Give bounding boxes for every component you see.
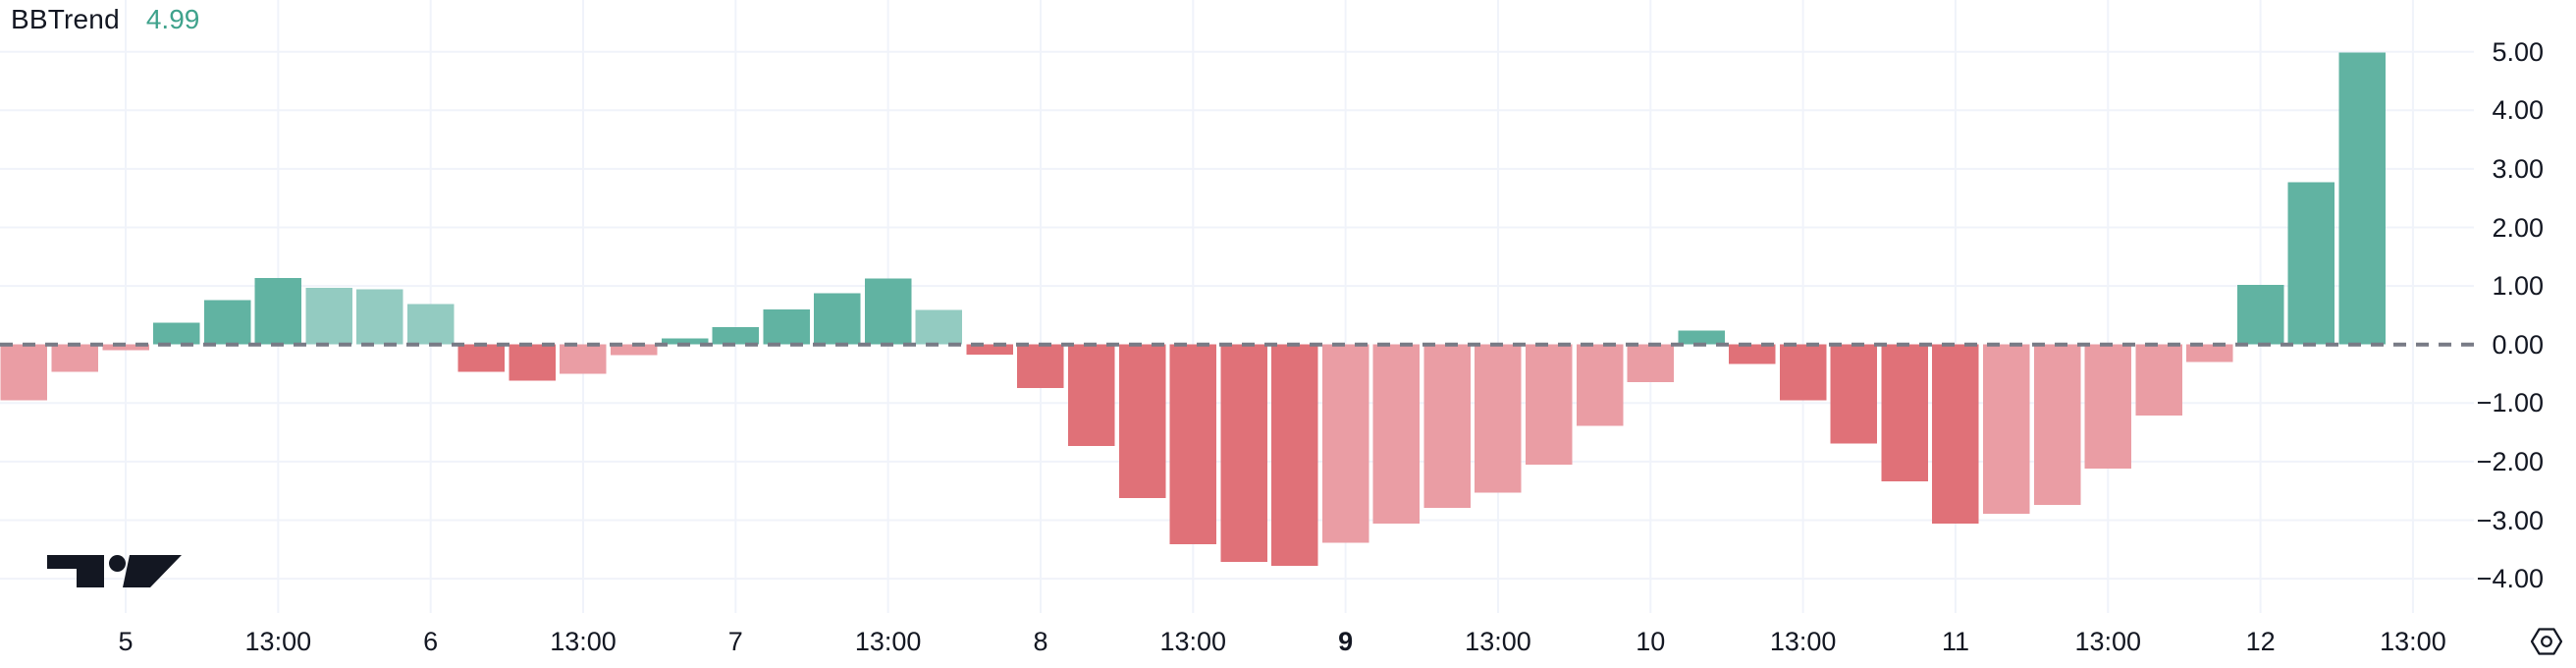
histogram-bar (509, 344, 556, 381)
histogram-bar (915, 309, 963, 345)
hexagon-eye-icon[interactable] (2530, 626, 2563, 657)
histogram-bar (1678, 330, 1725, 345)
histogram-bar (966, 344, 1013, 355)
histogram-bar (1729, 344, 1776, 364)
histogram-bar (814, 293, 861, 345)
histogram-bar (1372, 344, 1421, 525)
histogram-bar (356, 289, 403, 345)
x-axis-tick-label: 12 (2245, 627, 2276, 656)
histogram-bar (1169, 344, 1217, 544)
histogram-bar (1881, 344, 1928, 482)
histogram-bar (2186, 344, 2233, 362)
y-axis-tick-label: 1.00 (2492, 271, 2544, 302)
x-axis-tick-label: 13:00 (2074, 627, 2142, 656)
histogram-bar (1932, 344, 1979, 525)
indicator-title[interactable]: BBTrend (11, 4, 120, 34)
histogram-bar (153, 322, 200, 345)
histogram-bar (1068, 344, 1115, 446)
y-axis-tick-label: −1.00 (2476, 388, 2544, 418)
histogram-bar (2084, 344, 2131, 470)
histogram-bar (1423, 344, 1471, 508)
histogram-bar (1576, 344, 1624, 426)
indicator-legend: BBTrend 4.99 (11, 4, 199, 35)
histogram-bar (611, 344, 658, 356)
x-axis-tick-label: 6 (423, 627, 439, 656)
histogram-bar (712, 326, 760, 345)
histogram-bar (1220, 344, 1267, 562)
histogram-bar (203, 300, 251, 345)
x-axis-tick-label: 13:00 (2380, 627, 2446, 656)
x-axis-tick-label: 13:00 (1769, 627, 1837, 656)
histogram-bar (254, 277, 302, 345)
histogram-bar (51, 344, 98, 372)
x-axis-tick-label: 11 (1941, 627, 1969, 656)
y-axis-tick-label: 2.00 (2492, 212, 2544, 243)
histogram-bar (560, 344, 607, 374)
y-axis-tick-label: 4.00 (2492, 95, 2544, 126)
price-axis[interactable]: 5.00 4.00 3.00 2.00 1.00 0.00 −1.00 −2.00 −3.00 −… (2474, 0, 2576, 609)
x-axis-tick-label: 13:00 (550, 627, 617, 656)
histogram-bar (1321, 344, 1369, 543)
y-axis-tick-label: 0.00 (2492, 329, 2544, 360)
histogram-bar (1627, 344, 1675, 382)
histogram-bar (2135, 344, 2182, 416)
y-axis-tick-label: −3.00 (2476, 505, 2544, 535)
x-axis-tick-label: 13:00 (1159, 627, 1227, 656)
x-axis-tick-label: 9 (1338, 627, 1354, 656)
x-axis-tick-label: 5 (118, 627, 134, 656)
x-axis-tick-label: 13:00 (1465, 627, 1531, 656)
y-axis-tick-label: 5.00 (2492, 36, 2544, 67)
histogram-bar (2236, 284, 2284, 345)
histogram-bar (2287, 182, 2335, 345)
y-axis-tick-label: −4.00 (2476, 564, 2544, 594)
indicator-value: 4.99 (145, 4, 200, 34)
histogram-bar (1779, 344, 1827, 401)
histogram-bar (2338, 52, 2386, 345)
x-axis-tick-label: 10 (1636, 627, 1666, 656)
x-axis-tick-label: 8 (1033, 627, 1048, 656)
histogram-bar (763, 308, 810, 345)
histogram-bar (457, 344, 506, 372)
histogram-bar (406, 304, 455, 345)
histogram-bar (1526, 344, 1573, 465)
histogram-bar (1017, 344, 1064, 388)
histogram-bar (1271, 344, 1318, 566)
histogram-bar (2033, 344, 2081, 505)
histogram-bar (1475, 344, 1522, 493)
x-axis-tick-label: 13:00 (854, 627, 922, 656)
histogram-bar (305, 287, 352, 345)
x-axis-tick-label: 7 (727, 627, 743, 656)
histogram-bar (1830, 344, 1878, 444)
x-axis-tick-label: 13:00 (244, 627, 312, 656)
tradingview-logo[interactable] (47, 555, 182, 587)
histogram-bar (1118, 344, 1166, 498)
histogram-bar (661, 338, 709, 345)
histogram-bar (0, 344, 48, 401)
y-axis-tick-label: −2.00 (2476, 446, 2544, 476)
histogram-bar (864, 278, 912, 345)
histogram-bar (1983, 344, 2030, 514)
y-axis-tick-label: 3.00 (2492, 153, 2544, 184)
histogram-bar (102, 344, 149, 351)
time-axis[interactable]: 5 13:00 6 13:00 7 13:00 8 13:00 9 13:00 10 13:00 11 1… (0, 609, 2576, 668)
